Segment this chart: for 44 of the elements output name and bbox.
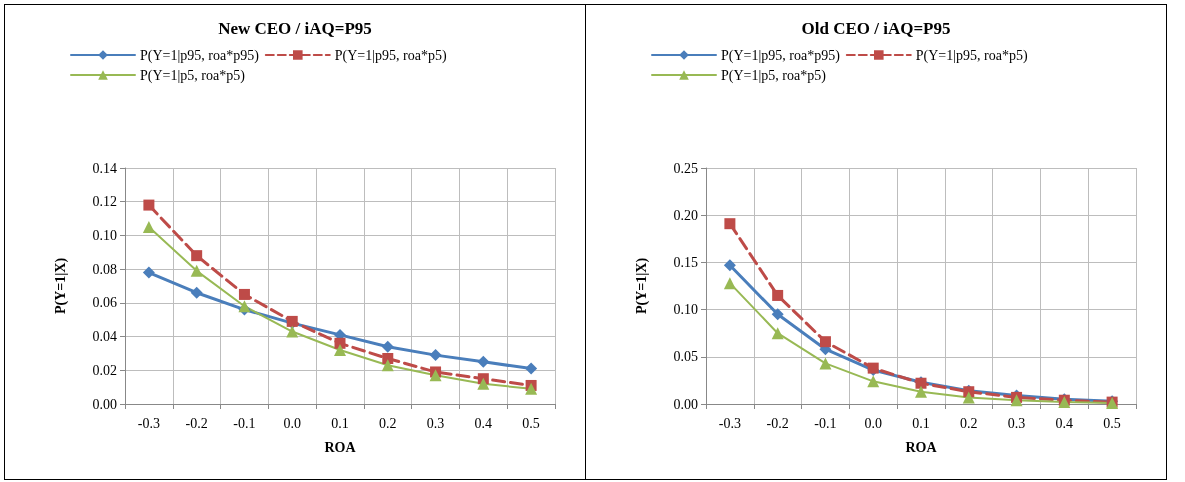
legend-label: P(Y=1|p5, roa*p5)	[721, 67, 827, 84]
x-tick-label: 0.4	[1055, 415, 1074, 431]
x-tick-label: 0.1	[331, 415, 349, 431]
y-axis-title: P(Y=1|X)	[52, 257, 69, 315]
chart-title: Old CEO / iAQ=P95	[801, 19, 951, 38]
legend-label: P(Y=1|p95, roa*p5)	[334, 47, 447, 64]
x-tick-label: -0.2	[766, 415, 789, 431]
y-tick-label: 0.04	[92, 329, 117, 345]
y-tick-label: 0.14	[92, 160, 117, 176]
y-tick-label: 0.10	[92, 227, 117, 243]
y-tick-label: 0.02	[92, 362, 117, 378]
y-tick-label: 0.10	[673, 302, 698, 318]
y-axis-title: P(Y=1|X)	[633, 257, 650, 315]
x-tick-label: -0.1	[814, 415, 837, 431]
x-axis-title: ROA	[324, 439, 357, 455]
y-tick-label: 0.25	[673, 160, 698, 176]
y-tick-label: 0.20	[673, 207, 698, 223]
y-tick-label: 0.15	[673, 254, 698, 270]
x-tick-label: 0.2	[379, 415, 397, 431]
legend-label: P(Y=1|p95, roa*p5)	[915, 47, 1028, 64]
x-tick-label: 0.5	[1103, 415, 1121, 431]
x-tick-label: 0.1	[912, 415, 930, 431]
y-tick-label: 0.05	[673, 349, 698, 365]
x-tick-label: 0.3	[426, 415, 445, 431]
x-tick-label: -0.1	[233, 415, 256, 431]
y-tick-label: 0.00	[92, 396, 117, 412]
x-tick-label: 0.5	[522, 415, 540, 431]
legend-label: P(Y=1|p5, roa*p5)	[140, 67, 246, 84]
x-tick-label: -0.2	[185, 415, 208, 431]
x-tick-label: 0.2	[960, 415, 978, 431]
y-tick-label: 0.06	[92, 295, 117, 311]
legend-label: P(Y=1|p95, roa*p95)	[140, 47, 260, 64]
x-tick-label: 0.0	[864, 415, 882, 431]
y-tick-label: 0.12	[92, 194, 117, 210]
x-tick-label: -0.3	[137, 415, 160, 431]
x-axis-title: ROA	[905, 439, 938, 455]
x-tick-label: -0.3	[718, 415, 741, 431]
y-tick-label: 0.00	[673, 396, 698, 412]
x-tick-label: 0.4	[474, 415, 493, 431]
x-tick-label: 0.3	[1007, 415, 1026, 431]
legend-label: P(Y=1|p95, roa*p95)	[721, 47, 841, 64]
x-tick-label: 0.0	[283, 415, 301, 431]
y-tick-label: 0.08	[92, 261, 117, 277]
chart-title: New CEO / iAQ=P95	[218, 19, 372, 38]
